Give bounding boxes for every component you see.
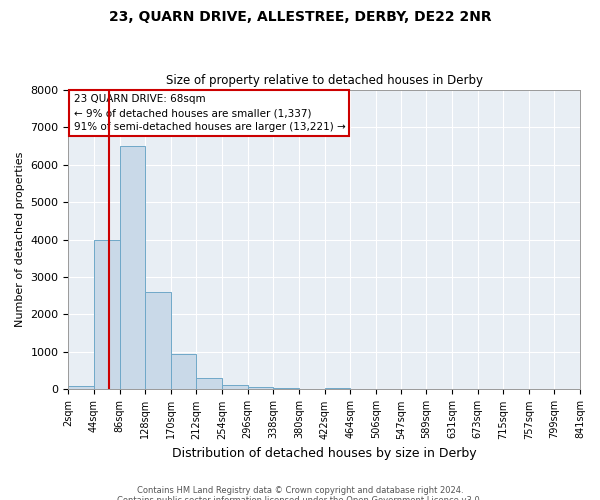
Bar <box>299 388 325 390</box>
Bar <box>273 388 299 390</box>
Text: Contains HM Land Registry data © Crown copyright and database right 2024.: Contains HM Land Registry data © Crown c… <box>137 486 463 495</box>
Y-axis label: Number of detached properties: Number of detached properties <box>15 152 25 327</box>
Text: 23, QUARN DRIVE, ALLESTREE, DERBY, DE22 2NR: 23, QUARN DRIVE, ALLESTREE, DERBY, DE22 … <box>109 10 491 24</box>
Bar <box>248 386 273 390</box>
Bar <box>145 292 171 390</box>
X-axis label: Distribution of detached houses by size in Derby: Distribution of detached houses by size … <box>172 447 476 460</box>
Bar <box>196 378 222 390</box>
Bar <box>68 386 94 390</box>
Bar <box>171 354 196 390</box>
Bar <box>325 388 350 390</box>
Text: Contains public sector information licensed under the Open Government Licence v3: Contains public sector information licen… <box>118 496 482 500</box>
Bar <box>94 240 119 390</box>
Title: Size of property relative to detached houses in Derby: Size of property relative to detached ho… <box>166 74 483 87</box>
Bar <box>119 146 145 390</box>
Bar <box>222 385 248 390</box>
Text: 23 QUARN DRIVE: 68sqm
← 9% of detached houses are smaller (1,337)
91% of semi-de: 23 QUARN DRIVE: 68sqm ← 9% of detached h… <box>74 94 345 132</box>
